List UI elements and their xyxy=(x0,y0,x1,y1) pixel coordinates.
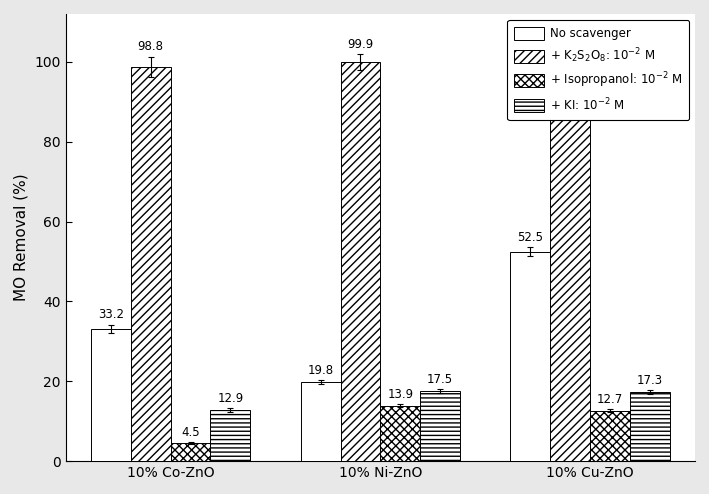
Text: 99.9: 99.9 xyxy=(557,38,584,51)
Bar xyxy=(130,67,171,461)
Bar xyxy=(550,62,590,461)
Bar xyxy=(420,391,460,461)
Text: 4.5: 4.5 xyxy=(182,426,200,439)
Bar xyxy=(301,382,340,461)
Bar xyxy=(91,329,130,461)
Text: 98.8: 98.8 xyxy=(138,41,164,53)
Text: 13.9: 13.9 xyxy=(387,388,413,401)
Text: 52.5: 52.5 xyxy=(518,231,543,244)
Text: 17.3: 17.3 xyxy=(637,374,663,387)
Bar xyxy=(630,392,670,461)
Bar xyxy=(171,443,211,461)
Bar xyxy=(340,62,381,461)
Text: 99.9: 99.9 xyxy=(347,38,374,51)
Bar xyxy=(510,251,550,461)
Text: 12.9: 12.9 xyxy=(217,392,243,405)
Bar xyxy=(381,406,420,461)
Text: 12.7: 12.7 xyxy=(597,393,623,406)
Legend: No scavenger, + K$_2$S$_2$O$_8$: 10$^{-2}$ M, + Isopropanol: 10$^{-2}$ M, + KI: : No scavenger, + K$_2$S$_2$O$_8$: 10$^{-2… xyxy=(507,20,689,120)
Text: 17.5: 17.5 xyxy=(427,373,453,386)
Bar xyxy=(211,410,250,461)
Text: 33.2: 33.2 xyxy=(98,308,124,322)
Text: 19.8: 19.8 xyxy=(308,364,334,377)
Bar xyxy=(590,411,630,461)
Y-axis label: MO Removal (%): MO Removal (%) xyxy=(14,174,29,301)
